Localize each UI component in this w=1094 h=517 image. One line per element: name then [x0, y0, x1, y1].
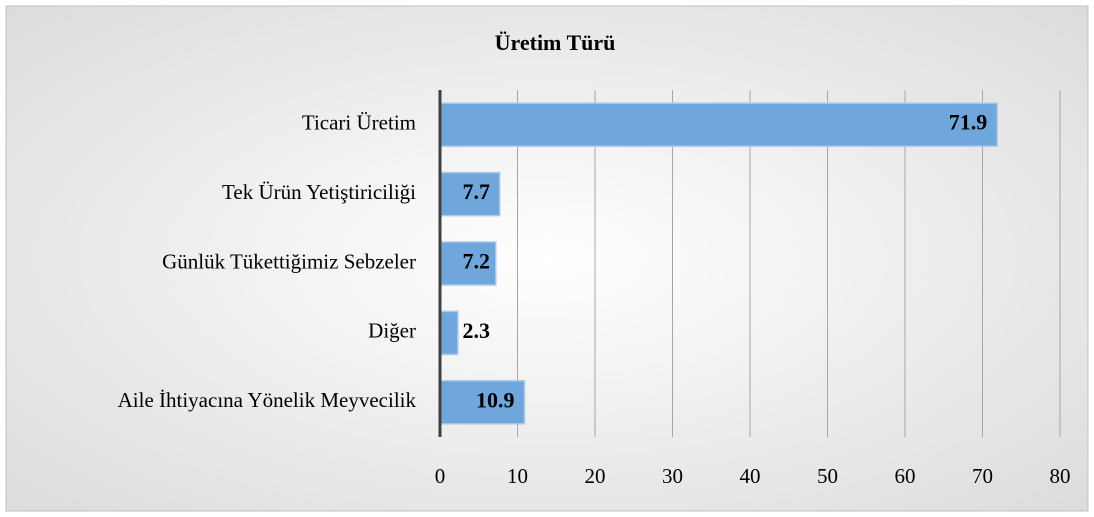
x-tick-label: 0	[435, 464, 446, 488]
x-tick-label: 80	[1050, 464, 1071, 488]
y-tick-label: Diğer	[368, 319, 416, 343]
data-label: 7.7	[463, 179, 491, 204]
chart-background	[5, 5, 1089, 512]
x-tick-label: 40	[740, 464, 761, 488]
x-tick-label: 20	[585, 464, 606, 488]
data-label: 71.9	[949, 110, 988, 135]
y-tick-label: Tek Ürün Yetiştiriciliği	[222, 180, 416, 204]
bar	[439, 380, 526, 425]
bar	[439, 241, 497, 286]
bar	[439, 310, 459, 356]
y-tick-label: Aile İhtiyacına Yönelik Meyvecilik	[118, 388, 417, 412]
x-tick-label: 10	[507, 464, 528, 488]
y-tick-label: Günlük Tükettiğimiz Sebzeler	[162, 249, 416, 273]
chart-title: Üretim Türü	[495, 30, 616, 55]
x-tick-label: 30	[662, 464, 683, 488]
data-label: 2.3	[463, 318, 491, 343]
bar	[439, 102, 998, 147]
data-label: 7.2	[463, 249, 491, 274]
y-tick-label: Ticari Üretim	[302, 111, 416, 135]
data-label: 10.9	[476, 387, 515, 412]
x-tick-label: 60	[895, 464, 916, 488]
bar	[439, 171, 501, 217]
x-tick-label: 70	[972, 464, 993, 488]
x-tick-label: 50	[817, 464, 838, 488]
